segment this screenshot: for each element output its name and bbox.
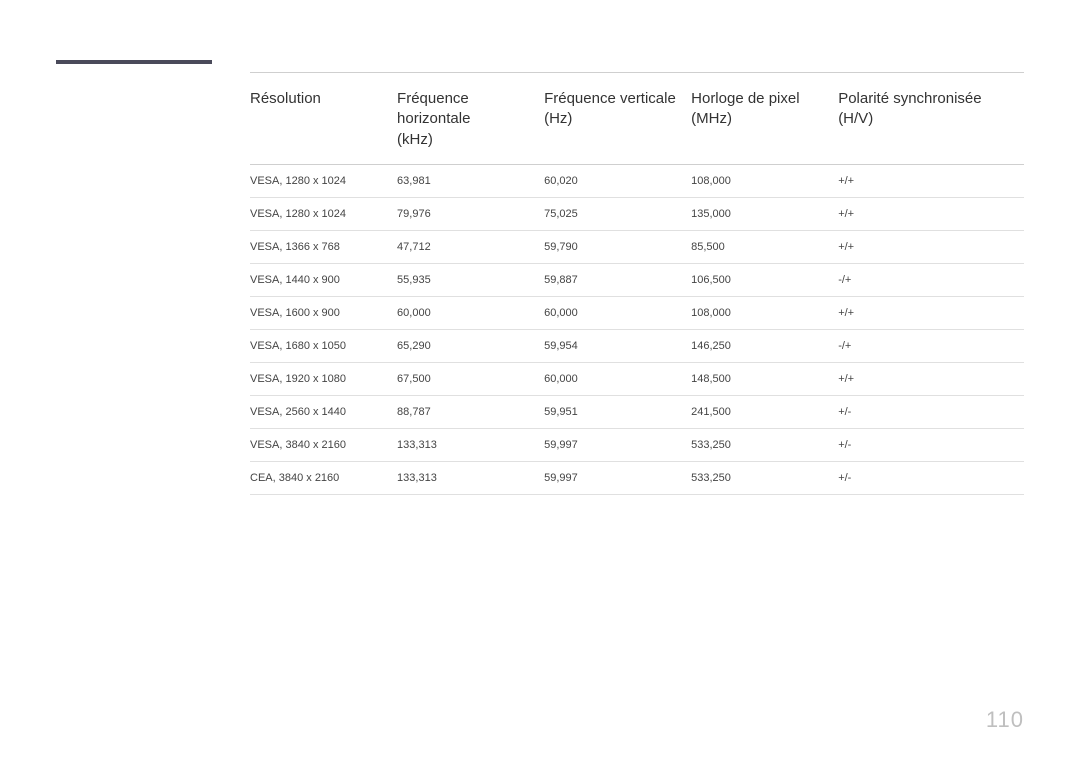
column-header-pixel-clock: Horloge de pixel (MHz) [691,73,838,165]
column-header-label: Fréquence verticale [544,90,676,107]
column-header-label: Horloge de pixel [691,90,799,107]
table-cell: 67,500 [397,362,544,395]
table-cell: 59,954 [544,329,691,362]
table-row: CEA, 3840 x 2160133,31359,997533,250+/- [250,461,1024,494]
table-row: VESA, 1366 x 76847,71259,79085,500+/+ [250,230,1024,263]
table-cell: 75,025 [544,197,691,230]
signal-mode-table: Résolution Fréquence horizontale (kHz) F… [250,72,1024,495]
table-row: VESA, 3840 x 2160133,31359,997533,250+/- [250,428,1024,461]
table-cell: 59,997 [544,428,691,461]
table-row: VESA, 1280 x 102479,97675,025135,000+/+ [250,197,1024,230]
table-header: Résolution Fréquence horizontale (kHz) F… [250,73,1024,165]
column-header-sub: (H/V) [838,109,1018,129]
table-row: VESA, 1600 x 90060,00060,000108,000+/+ [250,296,1024,329]
table-cell: -/+ [838,329,1024,362]
table-cell: 59,951 [544,395,691,428]
table-cell: 60,000 [544,296,691,329]
table-row: VESA, 1920 x 108067,50060,000148,500+/+ [250,362,1024,395]
table-cell: 85,500 [691,230,838,263]
table-cell: VESA, 1280 x 1024 [250,197,397,230]
column-header-sub: (MHz) [691,109,832,129]
table-cell: 88,787 [397,395,544,428]
content-area: Résolution Fréquence horizontale (kHz) F… [250,72,1024,495]
table-body: VESA, 1280 x 102463,98160,020108,000+/+V… [250,164,1024,494]
table-cell: 65,290 [397,329,544,362]
column-header-horizontal-freq: Fréquence horizontale (kHz) [397,73,544,165]
table-cell: VESA, 1600 x 900 [250,296,397,329]
table-cell: +/+ [838,197,1024,230]
table-cell: 60,000 [544,362,691,395]
column-header-sub: (kHz) [397,130,538,150]
table-cell: VESA, 3840 x 2160 [250,428,397,461]
table-cell: 59,997 [544,461,691,494]
accent-bar [56,60,212,64]
table-cell: VESA, 1280 x 1024 [250,164,397,197]
table-cell: +/+ [838,230,1024,263]
table-cell: +/+ [838,164,1024,197]
table-cell: 108,000 [691,164,838,197]
table-cell: -/+ [838,263,1024,296]
table-cell: 47,712 [397,230,544,263]
column-header-label: Résolution [250,90,321,107]
column-header-label: Polarité synchronisée [838,90,981,107]
table-cell: VESA, 1680 x 1050 [250,329,397,362]
table-row: VESA, 1280 x 102463,98160,020108,000+/+ [250,164,1024,197]
table-cell: VESA, 1440 x 900 [250,263,397,296]
table-row: VESA, 2560 x 144088,78759,951241,500+/- [250,395,1024,428]
table-cell: 135,000 [691,197,838,230]
table-cell: VESA, 1366 x 768 [250,230,397,263]
table-cell: 108,000 [691,296,838,329]
table-cell: +/+ [838,296,1024,329]
table-cell: +/- [838,395,1024,428]
column-header-resolution: Résolution [250,73,397,165]
table-cell: 106,500 [691,263,838,296]
table-row: VESA, 1680 x 105065,29059,954146,250-/+ [250,329,1024,362]
table-cell: CEA, 3840 x 2160 [250,461,397,494]
page-number: 110 [986,707,1024,733]
table-cell: VESA, 1920 x 1080 [250,362,397,395]
table-cell: 59,790 [544,230,691,263]
table-cell: 146,250 [691,329,838,362]
table-cell: 133,313 [397,428,544,461]
column-header-polarity: Polarité synchronisée (H/V) [838,73,1024,165]
table-cell: +/+ [838,362,1024,395]
table-cell: 59,887 [544,263,691,296]
column-header-vertical-freq: Fréquence verticale (Hz) [544,73,691,165]
table-cell: +/- [838,461,1024,494]
table-cell: 241,500 [691,395,838,428]
table-cell: VESA, 2560 x 1440 [250,395,397,428]
table-cell: 533,250 [691,428,838,461]
table-cell: 60,020 [544,164,691,197]
table-cell: 79,976 [397,197,544,230]
table-cell: 148,500 [691,362,838,395]
table-cell: 60,000 [397,296,544,329]
table-row: VESA, 1440 x 90055,93559,887106,500-/+ [250,263,1024,296]
table-cell: 133,313 [397,461,544,494]
page: Résolution Fréquence horizontale (kHz) F… [0,0,1080,763]
table-cell: +/- [838,428,1024,461]
table-cell: 533,250 [691,461,838,494]
column-header-sub: (Hz) [544,109,685,129]
table-cell: 55,935 [397,263,544,296]
table-cell: 63,981 [397,164,544,197]
column-header-label: Fréquence horizontale [397,90,470,127]
